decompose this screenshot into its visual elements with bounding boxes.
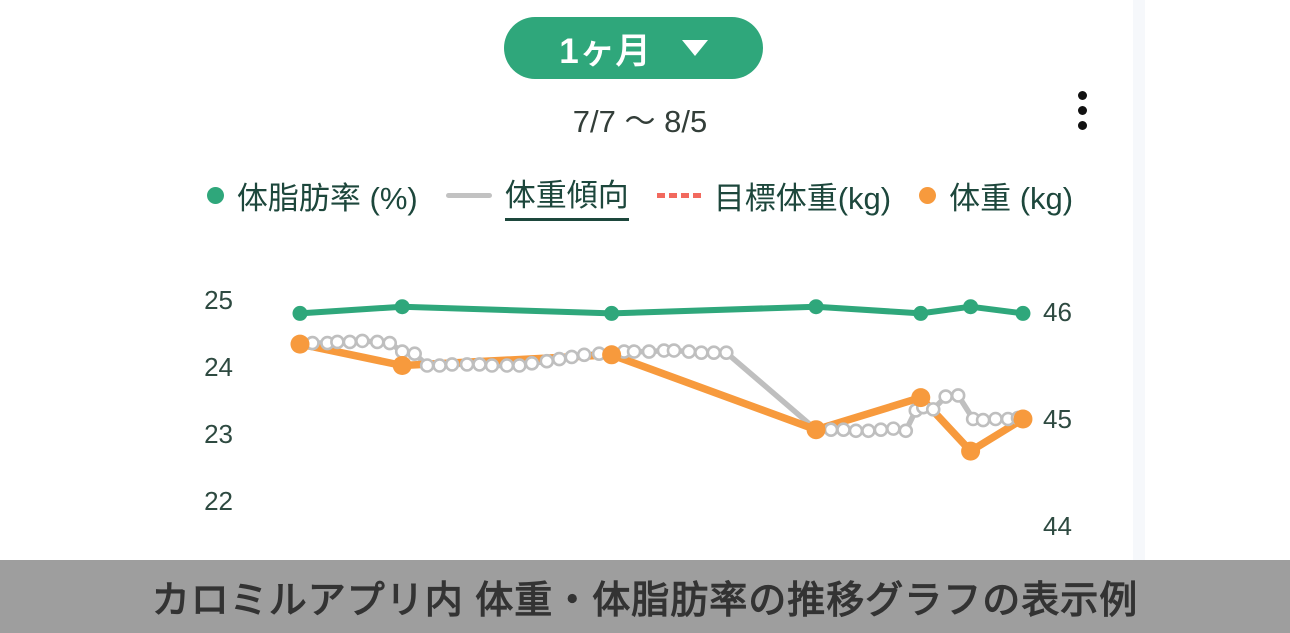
- legend-label: 目標体重(kg): [713, 181, 892, 216]
- caption-text: カロミルアプリ内 体重・体脂肪率の推移グラフの表示例: [151, 580, 1139, 622]
- series-markers-weight_trend: [292, 333, 1026, 439]
- weight-body-fat-chart: 25 24 23 22 46 45 44: [204, 285, 1072, 541]
- y-axis-tick-right: 46: [1043, 297, 1072, 327]
- legend-item-body-fat[interactable]: 体脂肪率 (%): [206, 173, 418, 218]
- green-dot-icon: [206, 187, 224, 204]
- y-axis-tick-left: 23: [204, 419, 233, 449]
- y-axis-tick-left: 25: [204, 285, 233, 315]
- legend-item-weight[interactable]: 体重 (kg): [919, 173, 1073, 218]
- kebab-menu-icon[interactable]: [1074, 87, 1091, 134]
- legend-item-target-weight[interactable]: 目標体重(kg): [656, 173, 892, 218]
- orange-dot-icon: [919, 187, 937, 204]
- legend-label: 体脂肪率 (%): [236, 181, 418, 216]
- caption-band: カロミルアプリ内 体重・体脂肪率の推移グラフの表示例: [0, 560, 1290, 633]
- legend-label: 体重傾向: [504, 170, 629, 221]
- y-axis-tick-left: 22: [204, 486, 233, 516]
- kebab-dot: [1078, 91, 1087, 100]
- legend: 体脂肪率 (%) 体重傾向 目標体重(kg) 体重 (kg): [135, 170, 1145, 221]
- date-range-label: 7/7 〜 8/5: [572, 104, 708, 139]
- y-axes: 25 24 23 22 46 45 44: [204, 285, 1072, 541]
- y-axis-tick-right: 45: [1043, 404, 1072, 434]
- legend-label: 体重 (kg): [949, 181, 1074, 216]
- chart-card: 1ヶ月 7/7 〜 8/5 体脂肪率 (%) 体重傾向 目標体重(kg): [135, 0, 1145, 560]
- red-dotted-line-icon: [656, 193, 701, 198]
- legend-item-weight-trend[interactable]: 体重傾向: [445, 170, 629, 221]
- series-markers-body_fat: [292, 299, 1031, 321]
- y-axis-tick-right: 44: [1043, 511, 1072, 541]
- series-markers-weight: [290, 334, 1033, 461]
- chevron-down-icon: [681, 40, 708, 56]
- app-background-strip: [1133, 0, 1145, 560]
- kebab-dot: [1078, 106, 1087, 115]
- period-label: 1ヶ月: [559, 31, 652, 71]
- y-axis-tick-left: 24: [204, 352, 233, 382]
- period-selector-button[interactable]: 1ヶ月: [504, 17, 763, 79]
- kebab-dot: [1078, 121, 1087, 130]
- gray-line-icon: [445, 193, 492, 198]
